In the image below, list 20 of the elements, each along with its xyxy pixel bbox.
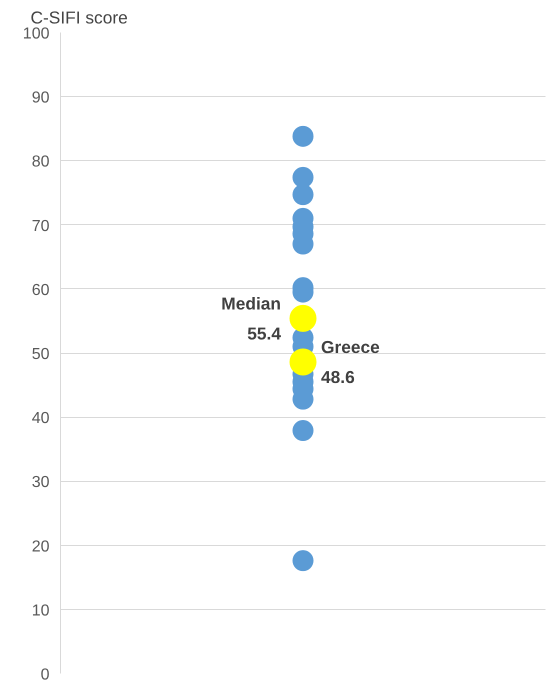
point	[292, 184, 314, 206]
annotation: Median 55.4	[221, 293, 282, 344]
y-tick-label: 50	[32, 346, 50, 363]
y-axis-title: C-SIFI score	[30, 8, 128, 28]
point	[292, 166, 314, 188]
point	[292, 420, 314, 442]
point	[292, 126, 314, 147]
y-tick-label: 90	[32, 90, 50, 107]
y-tick-label: 60	[32, 282, 50, 299]
y-tick-label: 10	[32, 602, 50, 620]
y-tick-label: 30	[32, 474, 50, 492]
y-tick-label: 70	[32, 218, 50, 235]
point	[290, 304, 316, 332]
y-tick-label: 80	[32, 154, 50, 171]
y-tick-label: 20	[32, 538, 50, 556]
y-tick-label: 40	[32, 410, 50, 428]
y-tick-label: 0	[40, 666, 50, 684]
annotation: Greece 48.6	[321, 336, 380, 387]
point	[292, 550, 314, 572]
y-tick-label: 100	[22, 26, 50, 42]
